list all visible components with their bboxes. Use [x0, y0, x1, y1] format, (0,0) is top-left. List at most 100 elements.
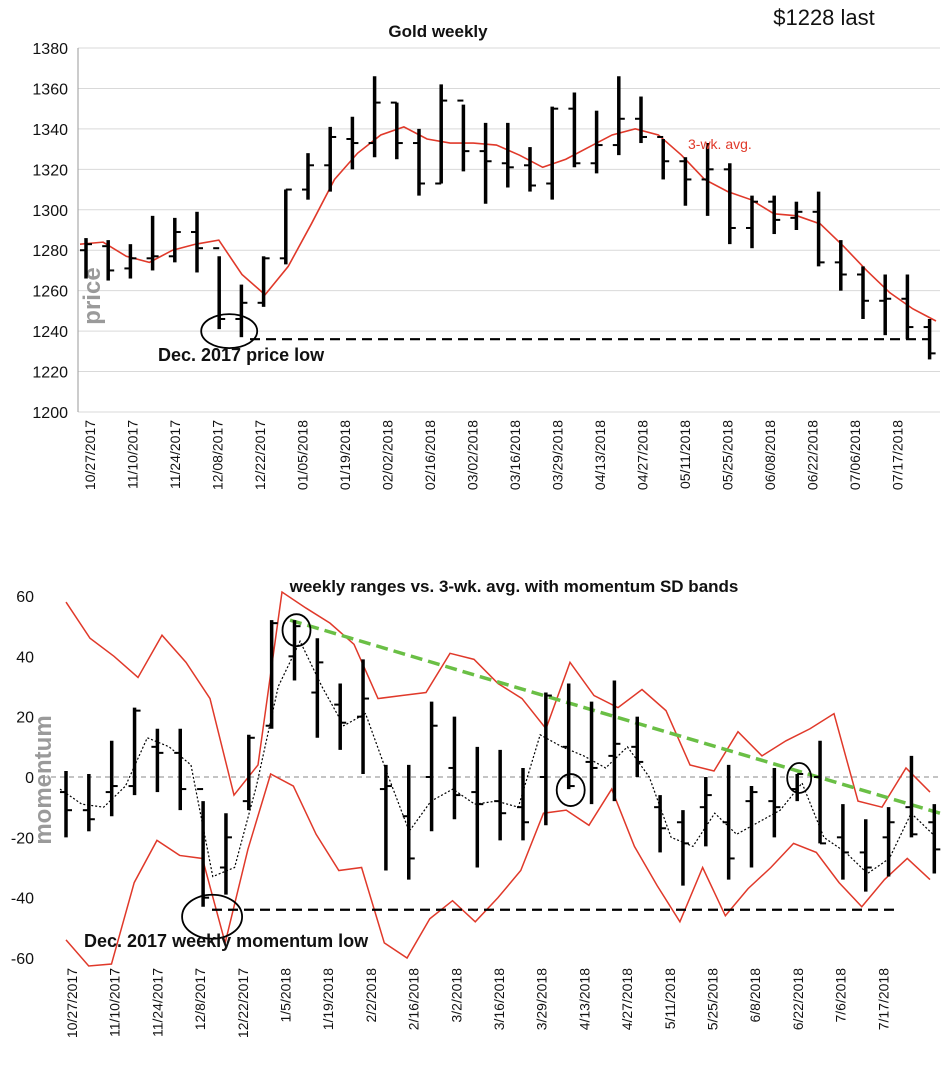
ohlc-bar [168, 217, 181, 263]
date-label: 03/02/2018 [465, 420, 481, 490]
ohlc-bar [102, 240, 115, 281]
date-label: 04/27/2018 [635, 420, 651, 490]
date-label: 10/27/2017 [64, 968, 80, 1038]
date-label: 7/17/2018 [875, 968, 891, 1030]
ohlc-bar [857, 266, 869, 319]
ohlc-bar [562, 683, 575, 790]
ohlc-bar [425, 701, 438, 832]
ohlc-bar [635, 96, 647, 144]
ohlc-bar [722, 764, 735, 880]
y-tick-label: 1260 [32, 284, 68, 301]
price-gridlines [77, 47, 940, 413]
ohlc-bar [457, 99, 470, 172]
momentum-trend-line [289, 618, 941, 815]
ohlc-bar [701, 143, 714, 216]
ohlc-bar [524, 147, 536, 192]
ohlc-bar [105, 740, 118, 817]
ohlc-bar [279, 188, 292, 265]
date-label: 5/11/2018 [662, 968, 678, 1029]
ohlc-bar [928, 804, 941, 874]
ohlc-bar [235, 284, 248, 338]
y-tick-label: 20 [16, 710, 34, 727]
ohlc-bar [590, 110, 603, 174]
highlight-circle [181, 893, 244, 940]
ohlc-bar [197, 788, 210, 907]
y-tick-label: 1200 [32, 405, 68, 422]
y-tick-label: 1320 [32, 162, 68, 179]
date-label: 07/06/2018 [847, 420, 863, 490]
ohlc-bar [905, 755, 918, 838]
ohlc-bar [346, 116, 359, 170]
ohlc-bar [539, 692, 552, 826]
date-label: 11/10/2017 [125, 420, 141, 489]
y-tick-label: 1300 [32, 203, 68, 220]
y-tick-label: 1380 [32, 41, 68, 58]
low-circle [200, 313, 259, 349]
date-label: 4/27/2018 [619, 968, 635, 1030]
date-label: 1/5/2018 [278, 968, 294, 1023]
ohlc-bar [879, 274, 892, 336]
ohlc-bar [746, 195, 758, 249]
ohlc-bar [213, 247, 226, 330]
ohlc-bar [128, 707, 141, 796]
date-label: 11/24/2017 [149, 968, 165, 1037]
ohlc-bar [699, 777, 712, 847]
price-date-labels: 10/27/2017 11/10/2017 11/24/2017 12/08/2017… [82, 420, 906, 490]
date-label: 07/17/2018 [890, 420, 906, 490]
date-label: 03/29/2018 [550, 420, 566, 490]
date-label: 05/25/2018 [720, 420, 736, 490]
ohlc-bar [501, 122, 514, 188]
ohlc-bar [494, 749, 507, 841]
ohlc-bar [654, 795, 667, 853]
ohlc-bar [288, 620, 301, 681]
avg-dotted-line [59, 639, 934, 878]
y-tick-label: 1220 [32, 365, 68, 382]
date-label: 12/22/2017 [235, 968, 251, 1038]
price-y-tick-labels: 1200 1220 1240 1260 1280 1300 1320 1340 1360 1380 [32, 41, 68, 422]
momentum-chart-title: weekly ranges vs. 3-wk. avg. with moment… [289, 577, 739, 596]
ohlc-bar [923, 318, 936, 360]
ohlc-bar [723, 163, 736, 245]
ohlc-bar [191, 211, 203, 273]
momentum-y-axis-label: momentum [30, 715, 57, 844]
ohlc-bar [448, 716, 461, 820]
ohlc-bar [257, 256, 270, 307]
momentum-sd-bands [65, 590, 931, 967]
ohlc-bar [60, 770, 72, 838]
ohlc-bar [390, 101, 403, 160]
ohlc-bar [834, 240, 847, 291]
date-label: 06/22/2018 [805, 420, 821, 490]
ohlc-bar [676, 810, 689, 886]
ohlc-bar [219, 813, 232, 895]
date-label: 6/22/2018 [790, 968, 806, 1030]
ohlc-bar [379, 764, 392, 871]
ohlc-bar [791, 772, 804, 802]
trend-line [289, 618, 941, 815]
date-label: 7/6/2018 [833, 968, 849, 1023]
ohlc-bar [882, 807, 895, 877]
price-chart: 1200 1220 1240 1260 1280 1300 1320 1340 1360 1380… [32, 5, 940, 490]
ohlc-bar [517, 767, 529, 841]
price-low-circle [200, 313, 259, 349]
ohlc-bar [324, 126, 337, 192]
ohlc-bar [435, 84, 448, 185]
momentum-y-tick-labels: -60 -40 -20 0 20 40 60 [11, 589, 34, 968]
date-label: 6/8/2018 [747, 968, 763, 1023]
last-price-label: $1228 last [773, 5, 875, 30]
ohlc-bar [836, 804, 849, 880]
ohlc-bar [679, 157, 692, 206]
date-label: 04/13/2018 [592, 420, 608, 490]
momentum-chart: -60 -40 -20 0 20 40 60 10/27/2017 11/10/2017 11/… [11, 577, 941, 1038]
y-tick-label: -20 [11, 830, 34, 847]
price-chart-title: Gold weekly [388, 22, 488, 41]
date-label: 11/24/2017 [167, 420, 183, 489]
momentum-circles [181, 613, 813, 940]
ohlc-bar [657, 135, 670, 180]
momentum-bars [60, 620, 941, 907]
ohlc-bar [745, 786, 758, 868]
ohlc-bar [608, 680, 621, 802]
highlight-circle [555, 773, 586, 807]
momentum-date-labels: 10/27/2017 11/10/2017 11/24/2017 12/8/2017 1… [64, 968, 891, 1038]
